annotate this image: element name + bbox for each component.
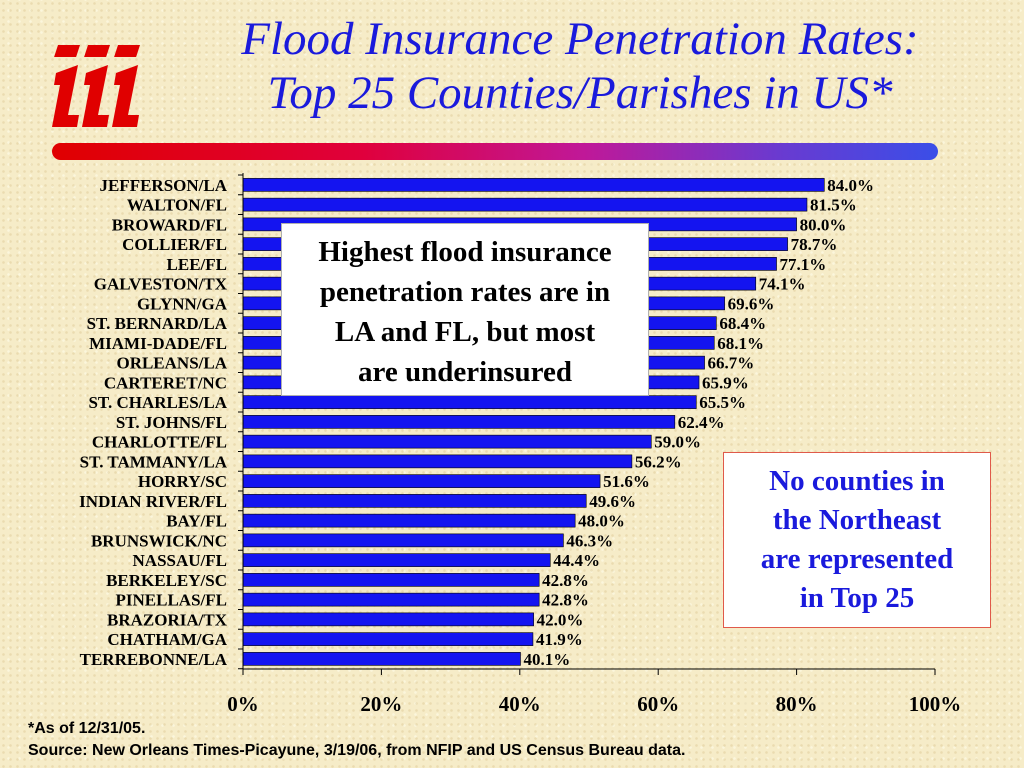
value-label-11: 65.5% <box>699 393 746 412</box>
value-label-6: 69.6% <box>728 294 775 313</box>
category-label-19: NASSAU/FL <box>133 551 227 570</box>
footnote-as-of: *As of 12/31/05. <box>28 720 146 737</box>
callout-left-line-2: penetration rates are in <box>319 276 611 308</box>
value-label-8: 68.1% <box>717 334 764 353</box>
category-label-18: BRUNSWICK/NC <box>91 531 227 550</box>
value-label-7: 68.4% <box>719 314 766 333</box>
category-label-8: MIAMI-DADE/FL <box>89 334 227 353</box>
value-label-22: 42.0% <box>537 610 584 629</box>
value-labels-group: 84.0%81.5%80.0%78.7%77.1%74.1%69.6%68.4%… <box>523 176 874 669</box>
value-label-14: 56.2% <box>635 452 682 471</box>
value-label-21: 42.8% <box>542 591 589 610</box>
value-label-1: 81.5% <box>810 196 857 215</box>
category-label-6: GLYNN/GA <box>137 294 228 313</box>
value-label-15: 51.6% <box>603 472 650 491</box>
category-label-0: JEFFERSON/LA <box>99 176 227 195</box>
bar-15 <box>242 474 601 488</box>
iii-logo-icon <box>52 45 140 127</box>
title-line-1: Flood Insurance Penetration Rates: <box>241 13 919 65</box>
bar-1 <box>242 197 808 212</box>
value-label-5: 74.1% <box>759 275 806 294</box>
value-label-4: 77.1% <box>780 255 827 274</box>
value-label-16: 49.6% <box>589 492 636 511</box>
x-tick-label-3: 60% <box>637 692 679 716</box>
value-label-24: 40.1% <box>523 650 570 669</box>
category-label-14: ST. TAMMANY/LA <box>80 452 228 471</box>
callout-la-fl: Highest flood insurance penetration rate… <box>281 223 649 396</box>
x-tick-label-2: 40% <box>499 692 541 716</box>
category-label-10: CARTERET/NC <box>104 373 227 392</box>
callout-left-line-1: Highest flood insurance <box>318 236 612 268</box>
value-label-17: 48.0% <box>578 512 625 531</box>
category-label-12: ST. JOHNS/FL <box>116 413 227 432</box>
x-tick-label-4: 80% <box>776 692 818 716</box>
category-label-2: BROWARD/FL <box>112 215 227 234</box>
category-label-22: BRAZORIA/TX <box>107 610 228 629</box>
value-label-12: 62.4% <box>678 413 725 432</box>
category-label-9: ORLEANS/LA <box>116 354 227 373</box>
value-label-19: 44.4% <box>553 551 600 570</box>
category-label-13: CHARLOTTE/FL <box>92 433 227 452</box>
category-label-15: HORRY/SC <box>138 472 227 491</box>
callout-northeast: No counties in the Northeast are represe… <box>723 452 991 628</box>
callout-right-line-1: No counties in <box>769 465 945 497</box>
bar-21 <box>242 592 540 607</box>
bar-17 <box>242 513 576 528</box>
title-divider <box>52 143 938 160</box>
value-label-0: 84.0% <box>827 176 874 195</box>
x-tick-label-5: 100% <box>909 692 962 716</box>
value-label-3: 78.7% <box>791 235 838 254</box>
bar-24 <box>242 652 521 666</box>
value-label-13: 59.0% <box>654 433 701 452</box>
category-label-21: PINELLAS/FL <box>116 591 227 610</box>
axes-group: 0% 20% 40% 60% 80% 100% <box>227 173 961 716</box>
value-label-9: 66.7% <box>708 354 755 373</box>
category-label-16: INDIAN RIVER/FL <box>79 492 227 511</box>
title-line-2: Top 25 Counties/Parishes in US* <box>267 67 893 119</box>
category-label-24: TERREBONNE/LA <box>80 650 228 669</box>
value-label-2: 80.0% <box>800 215 847 234</box>
bar-22 <box>242 612 534 627</box>
x-tick-label-1: 20% <box>360 692 402 716</box>
bar-19 <box>242 553 551 567</box>
value-label-18: 46.3% <box>566 531 613 550</box>
value-label-20: 42.8% <box>542 571 589 590</box>
bar-14 <box>242 454 633 469</box>
category-label-23: CHATHAM/GA <box>107 630 227 649</box>
category-label-3: COLLIER/FL <box>122 235 227 254</box>
bar-18 <box>242 533 564 548</box>
category-label-17: BAY/FL <box>166 512 227 531</box>
category-labels-group: JEFFERSON/LAWALTON/FLBROWARD/FLCOLLIER/F… <box>79 176 228 669</box>
callout-right-line-2: the Northeast <box>772 504 942 536</box>
category-label-7: ST. BERNARD/LA <box>87 314 228 333</box>
bar-20 <box>242 573 540 587</box>
bar-12 <box>242 415 676 429</box>
callout-left-line-3: LA and FL, but most <box>334 316 596 348</box>
bar-16 <box>242 494 587 508</box>
bar-0 <box>242 178 825 192</box>
bar-11 <box>242 395 697 409</box>
slide-title: Flood Insurance Penetration Rates: Top 2… <box>150 12 1010 120</box>
callout-left-line-4: are underinsured <box>357 356 573 388</box>
footnote-source: Source: New Orleans Times-Picayune, 3/19… <box>28 742 686 759</box>
value-label-10: 65.9% <box>702 373 749 392</box>
category-label-20: BERKELEY/SC <box>106 571 227 590</box>
category-label-5: GALVESTON/TX <box>94 275 228 294</box>
bar-13 <box>242 434 652 449</box>
bar-23 <box>242 632 534 646</box>
x-tick-label-0: 0% <box>227 692 259 716</box>
category-label-4: LEE/FL <box>167 255 227 274</box>
callout-right-line-3: are represented <box>760 543 954 575</box>
category-label-1: WALTON/FL <box>127 196 227 215</box>
callout-right-line-4: in Top 25 <box>799 582 915 614</box>
category-label-11: ST. CHARLES/LA <box>88 393 227 412</box>
value-label-23: 41.9% <box>536 630 583 649</box>
